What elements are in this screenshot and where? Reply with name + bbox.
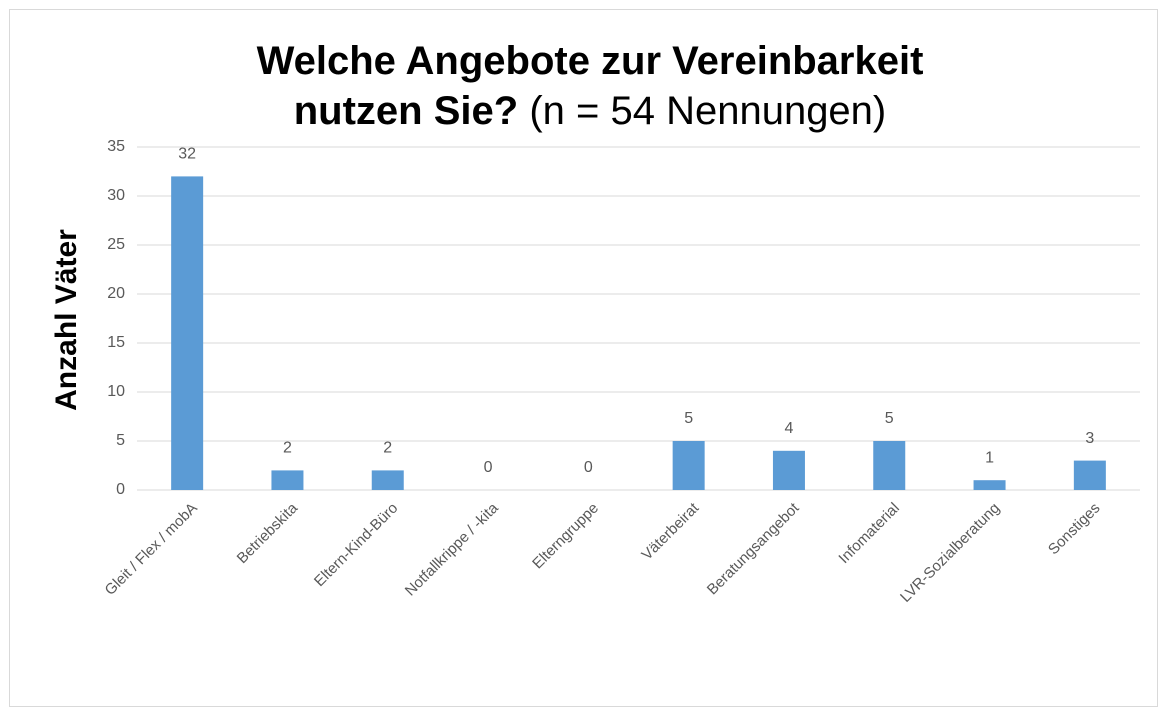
value-label: 4: [784, 420, 793, 437]
title-text: Welche Angebote zur Vereinbarkeit nutzen…: [256, 39, 924, 133]
subtitle-text: (n = 54 Nennungen): [529, 89, 887, 133]
bar: [1073, 460, 1106, 490]
value-label: 5: [684, 410, 693, 427]
value-label: 0: [484, 459, 493, 476]
bar: [973, 480, 1006, 490]
y-tick-label: 30: [107, 187, 125, 204]
y-tick-label: 35: [107, 138, 125, 155]
value-label: 2: [283, 440, 292, 457]
y-tick-label: 15: [107, 334, 125, 351]
bar: [171, 176, 204, 490]
y-tick-label: 20: [107, 285, 125, 302]
y-tick-label: 10: [107, 383, 125, 400]
value-label: 3: [1085, 430, 1094, 447]
bar: [772, 450, 805, 490]
bar: [873, 441, 906, 490]
y-axis-label: Anzahl Väter: [50, 229, 83, 411]
value-label: 1: [985, 449, 994, 466]
value-label: 32: [178, 146, 196, 163]
y-tick-label: 0: [116, 481, 125, 498]
chart-title: Welche Angebote zur Vereinbarkeit nutzen…: [210, 36, 970, 136]
bar: [271, 470, 304, 490]
y-tick-label: 25: [107, 236, 125, 253]
bar: [371, 470, 404, 490]
value-label: 0: [584, 459, 593, 476]
value-label: 2: [383, 440, 392, 457]
value-label: 5: [885, 410, 894, 427]
bar: [672, 441, 705, 490]
y-tick-label: 5: [116, 432, 125, 449]
